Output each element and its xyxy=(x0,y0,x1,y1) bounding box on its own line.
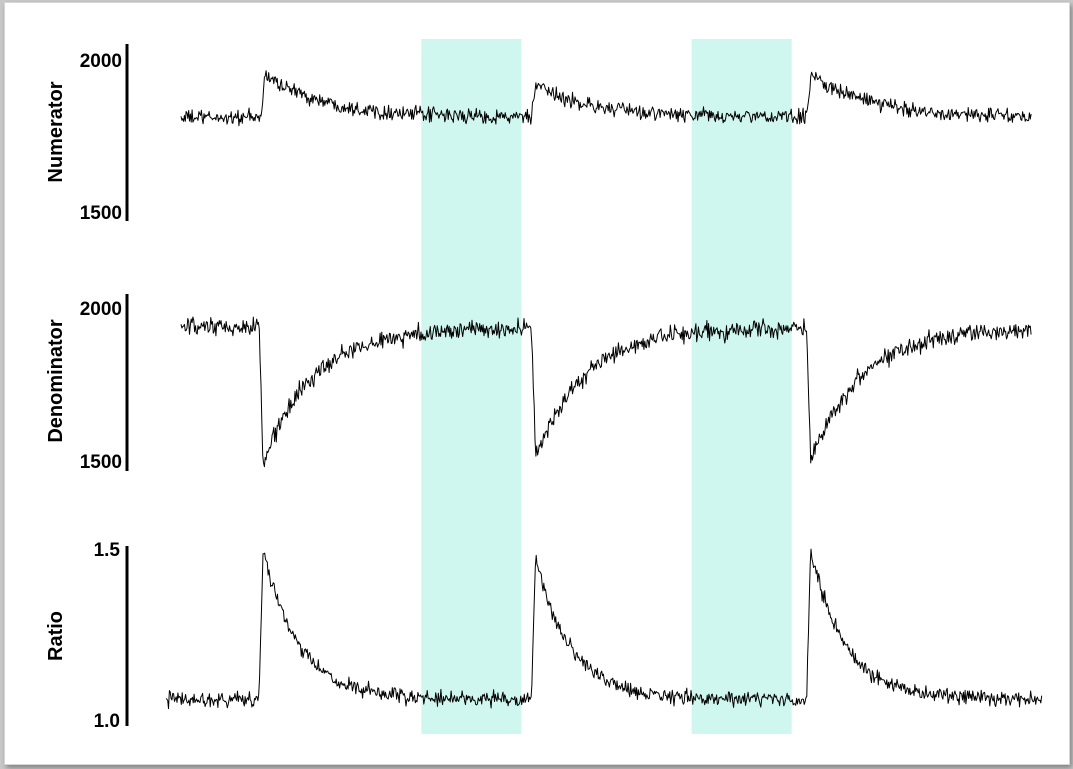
denominator-trace xyxy=(180,316,1032,468)
ratio-tick-top: 1.5 xyxy=(94,540,121,561)
ratio-trace xyxy=(165,548,1043,710)
numerator-tick-bottom: 1500 xyxy=(80,203,122,224)
figure-card xyxy=(4,2,1070,765)
numerator-tick-top: 2000 xyxy=(80,51,122,72)
numerator-panel: 2000 1500 Numerator xyxy=(45,44,1032,224)
highlight-band-1 xyxy=(421,39,522,734)
ratio-axis-title: Ratio xyxy=(45,611,67,661)
denominator-tick-bottom: 1500 xyxy=(80,452,122,473)
numerator-trace xyxy=(180,70,1032,127)
ratio-tick-bottom: 1.0 xyxy=(94,711,120,732)
denominator-panel: 2000 1500 Denominator xyxy=(45,294,1032,473)
numerator-axis-title: Numerator xyxy=(45,81,67,182)
highlight-band-2 xyxy=(691,39,792,734)
ratio-panel: 1.5 1.0 Ratio xyxy=(45,540,1043,732)
denominator-axis-title: Denominator xyxy=(45,319,67,443)
denominator-tick-top: 2000 xyxy=(80,299,122,320)
highlight-bands xyxy=(421,39,792,734)
